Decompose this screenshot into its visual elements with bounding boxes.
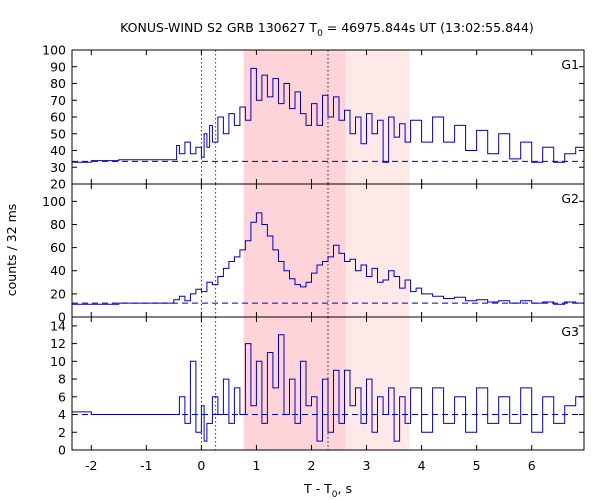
y-tick-label: 0: [58, 443, 66, 458]
y-tick-label: 40: [50, 143, 66, 158]
y-tick-label: 10: [50, 354, 66, 369]
x-tick-label: -1: [140, 458, 152, 473]
panel-label-g3: G3: [561, 324, 579, 339]
panel-g2: 0 20 40 60 80 100 G2: [42, 183, 585, 325]
y-tick-label: 60: [50, 240, 66, 255]
panel-frame: [71, 316, 585, 451]
y-tick-label: 80: [50, 76, 66, 91]
y-axis-title: counts / 32 ms: [4, 204, 19, 297]
x-tick-label: 1: [252, 458, 260, 473]
x-tick-label: 3: [363, 458, 371, 473]
y-tick-label: 50: [50, 126, 66, 141]
y-tick-label: 8: [58, 372, 66, 387]
x-tick-label: 5: [473, 458, 481, 473]
chart-title: KONUS-WIND S2 GRB 130627 T0 = 46975.844s…: [120, 20, 534, 39]
y-tick-label: 70: [50, 93, 66, 108]
y-tick-label: 2: [58, 425, 66, 440]
x-tick-label: -2: [85, 458, 97, 473]
x-tick-label: 0: [197, 458, 205, 473]
panel-g3: 0 2 4 6 8 10 12 14 G3: [50, 316, 585, 458]
panel-label-g2: G2: [561, 191, 579, 206]
y-tick-label: 14: [50, 318, 66, 333]
series-line-g3: [72, 334, 584, 442]
y-tick-label: 30: [50, 160, 66, 175]
y-tick-label: 90: [50, 59, 66, 74]
shaded-interval-1: [243, 184, 346, 317]
x-axis-title-subscript: 0: [332, 490, 338, 500]
chart-title-suffix: = 46975.844s UT (13:02:55.844): [323, 20, 534, 35]
series-line-g1: [72, 67, 585, 163]
x-axis-title-prefix: T - T: [303, 481, 332, 496]
y-tick-label: 60: [50, 110, 66, 125]
y-tick-label: 100: [42, 194, 66, 209]
x-tick-label: 6: [528, 458, 536, 473]
series-line-g2: [72, 212, 585, 305]
x-axis-title-suffix: , s: [338, 481, 352, 496]
y-tick-label: 40: [50, 263, 66, 278]
y-tick-label: 0: [58, 310, 66, 325]
x-tick-label: 4: [418, 458, 426, 473]
y-tick-label: 20: [50, 177, 66, 192]
chart-title-subscript: 0: [317, 29, 323, 39]
chart-title-prefix: KONUS-WIND S2 GRB 130627 T: [120, 20, 317, 35]
x-axis-title: T - T0, s: [303, 481, 352, 500]
y-tick-label: 100: [42, 43, 66, 58]
y-tick-label: 12: [50, 336, 66, 351]
y-tick-label: 20: [50, 286, 66, 301]
y-tick-label: 80: [50, 217, 66, 232]
x-tick-label: 2: [308, 458, 316, 473]
y-tick-label: 6: [58, 389, 66, 404]
panel-label-g1: G1: [561, 57, 579, 72]
y-tick-label: 4: [58, 407, 66, 422]
